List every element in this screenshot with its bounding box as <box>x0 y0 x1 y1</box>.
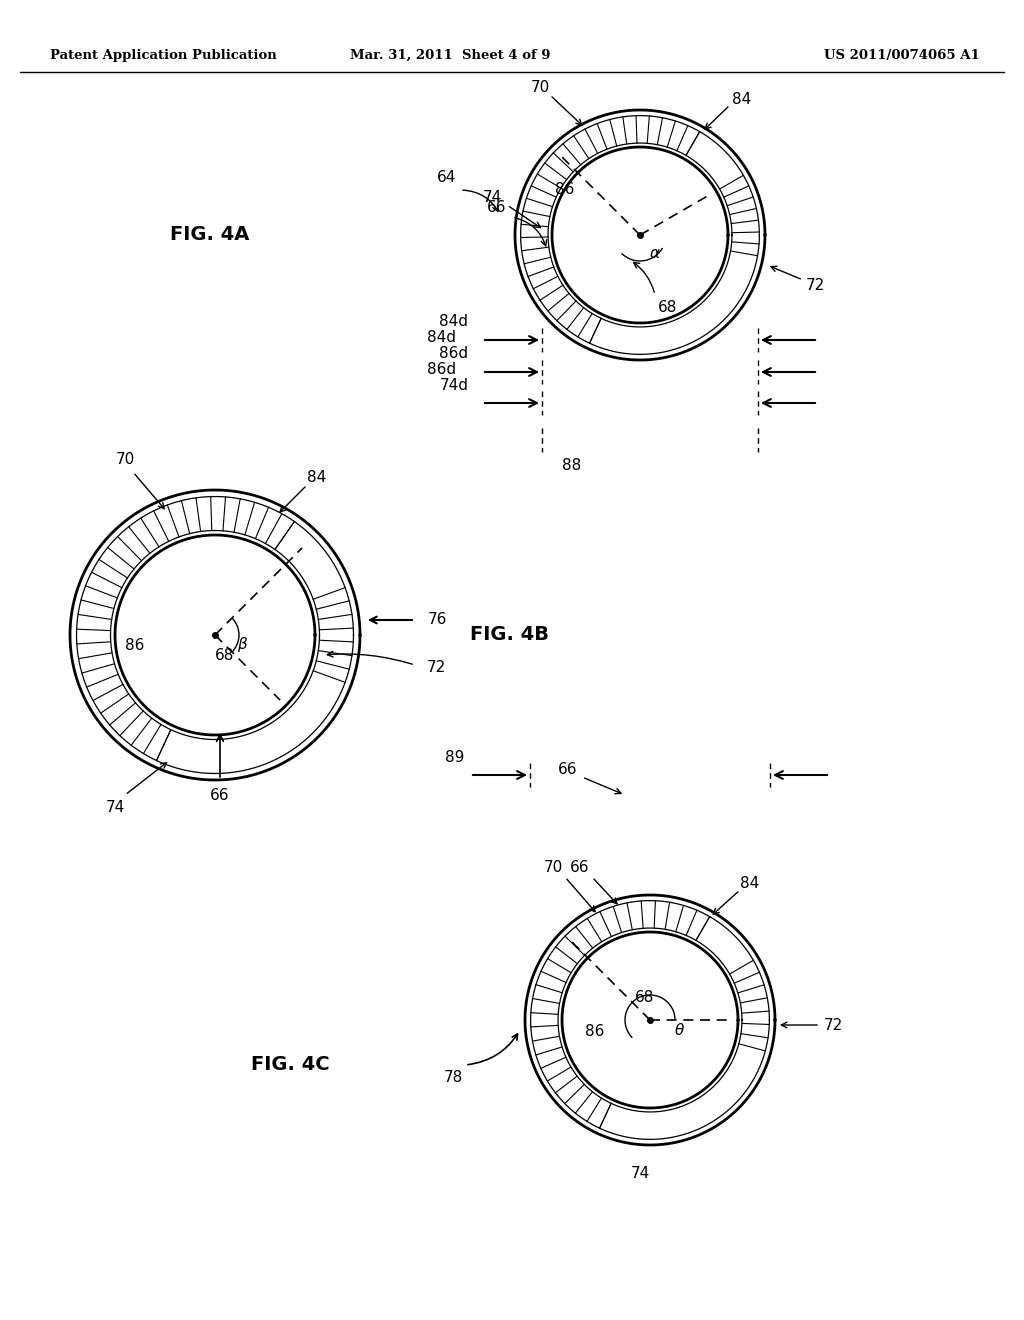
Text: 68: 68 <box>635 990 654 1006</box>
Text: 74d: 74d <box>439 378 469 392</box>
Text: 86: 86 <box>555 182 574 198</box>
Text: 64: 64 <box>437 169 457 185</box>
Text: 89: 89 <box>445 750 465 764</box>
Text: 66: 66 <box>210 788 229 803</box>
Text: $\alpha$: $\alpha$ <box>649 246 660 260</box>
Text: Mar. 31, 2011  Sheet 4 of 9: Mar. 31, 2011 Sheet 4 of 9 <box>350 49 550 62</box>
Text: $\beta$: $\beta$ <box>238 635 249 655</box>
Text: US 2011/0074065 A1: US 2011/0074065 A1 <box>824 49 980 62</box>
Text: 72: 72 <box>427 660 446 675</box>
Text: 84: 84 <box>307 470 327 486</box>
Text: 74: 74 <box>631 1166 649 1180</box>
Text: 68: 68 <box>658 300 678 314</box>
Text: 74: 74 <box>105 800 125 816</box>
Text: 86: 86 <box>586 1024 605 1040</box>
Text: 72: 72 <box>805 277 824 293</box>
Text: FIG. 4B: FIG. 4B <box>470 626 550 644</box>
Text: FIG. 4A: FIG. 4A <box>170 226 250 244</box>
Text: 68: 68 <box>215 648 234 663</box>
Text: 88: 88 <box>562 458 582 473</box>
Text: 70: 70 <box>530 81 550 95</box>
Text: $\theta$: $\theta$ <box>675 1022 685 1038</box>
Text: 86d: 86d <box>427 363 457 378</box>
Text: 70: 70 <box>544 859 562 874</box>
Text: 84d: 84d <box>439 314 469 330</box>
Text: 84: 84 <box>740 875 760 891</box>
Text: 72: 72 <box>823 1018 843 1032</box>
Text: 86d: 86d <box>439 346 469 362</box>
Text: FIG. 4C: FIG. 4C <box>251 1056 330 1074</box>
Text: 66: 66 <box>487 199 507 214</box>
Text: 66: 66 <box>570 859 590 874</box>
Text: 70: 70 <box>116 453 134 467</box>
Text: 84: 84 <box>732 92 752 107</box>
Text: Patent Application Publication: Patent Application Publication <box>50 49 276 62</box>
Text: 78: 78 <box>443 1071 463 1085</box>
Text: 66: 66 <box>558 763 578 777</box>
Text: 74: 74 <box>482 190 502 205</box>
Text: 76: 76 <box>428 612 447 627</box>
Text: 84d: 84d <box>427 330 457 346</box>
Text: 86: 86 <box>125 638 144 652</box>
